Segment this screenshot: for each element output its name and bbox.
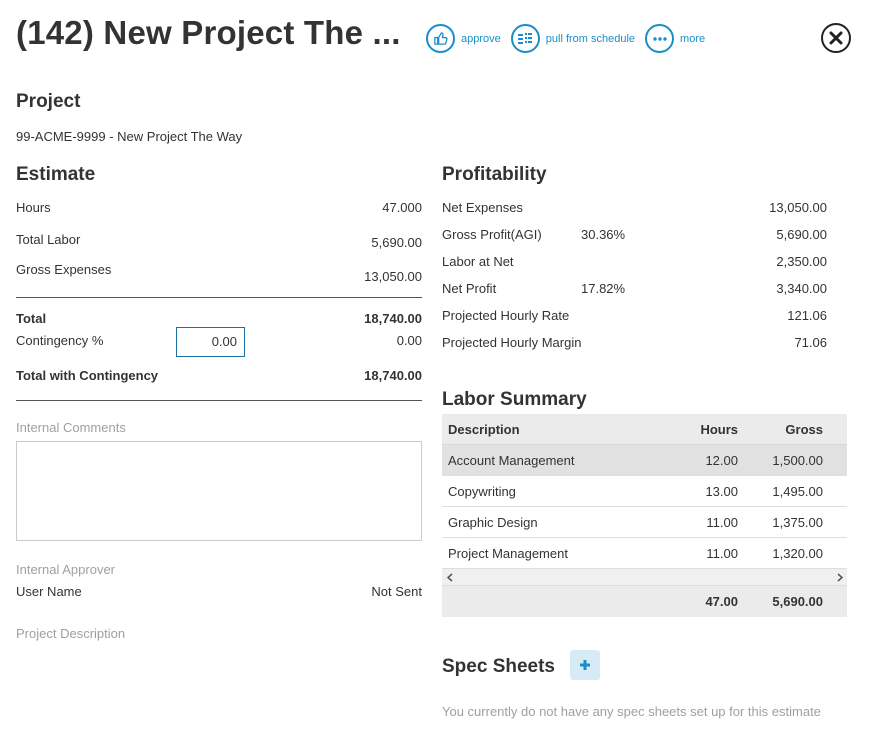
pull-from-schedule-label: pull from schedule (545, 32, 636, 45)
add-spec-sheet-button[interactable] (570, 650, 600, 680)
row-hours: 11.00 (706, 546, 738, 561)
scroll-right-icon[interactable] (836, 573, 844, 582)
total-labor-value[interactable]: 5,690.00 (371, 235, 422, 250)
row-hours: 13.00 (705, 484, 738, 499)
total-with-contingency-value: 18,740.00 (364, 368, 422, 383)
prof-value: 13,050.00 (769, 200, 827, 215)
total-with-contingency-label: Total with Contingency (16, 368, 159, 383)
row-hours: 11.00 (706, 515, 738, 530)
scroll-left-icon[interactable] (446, 573, 454, 582)
plus-icon (580, 660, 590, 670)
prof-label: Net Profit (442, 281, 497, 296)
approver-user-name: User Name (16, 584, 82, 599)
spec-sheets-heading: Spec Sheets (442, 656, 555, 677)
labor-summary-table: Description Hours Gross Account Manageme… (442, 414, 847, 617)
pull-from-schedule-button[interactable]: pull from schedule (510, 24, 636, 53)
table-footer: 47.00 5,690.00 (442, 586, 847, 617)
hours-label: Hours (16, 200, 51, 215)
approve-button[interactable]: approve (426, 24, 501, 53)
list-icon (510, 24, 540, 53)
contingency-label: Contingency % (16, 333, 104, 348)
row-gross: 1,495.00 (772, 484, 823, 499)
horizontal-scrollbar[interactable] (442, 569, 847, 586)
approve-label: approve (461, 32, 501, 45)
prof-value: 5,690.00 (776, 227, 827, 242)
gross-expenses-label: Gross Expenses (16, 262, 112, 277)
table-row[interactable]: Graphic Design 11.00 1,375.00 (442, 507, 847, 538)
row-description: Account Management (448, 453, 575, 468)
prof-value: 71.06 (794, 335, 827, 350)
project-heading: Project (16, 91, 81, 112)
total-labor-label: Total Labor (16, 232, 81, 247)
labor-summary-heading: Labor Summary (442, 389, 587, 410)
spec-sheets-empty-message: You currently do not have any spec sheet… (442, 704, 821, 719)
row-description: Project Management (448, 546, 568, 561)
profitability-heading: Profitability (442, 164, 547, 185)
table-row[interactable]: Copywriting 13.00 1,495.00 (442, 476, 847, 507)
contingency-value: 0.00 (396, 333, 422, 348)
estimate-bottom-divider (16, 400, 422, 401)
prof-label: Net Expenses (442, 200, 523, 215)
table-header: Description Hours Gross (442, 414, 847, 445)
prof-label: Gross Profit(AGI) (442, 227, 542, 242)
prof-label: Projected Hourly Margin (442, 335, 582, 350)
prof-value: 3,340.00 (776, 281, 827, 296)
prof-value: 121.06 (787, 308, 827, 323)
project-link[interactable]: 99-ACME-9999 - New Project The Way (16, 129, 243, 144)
estimate-heading: Estimate (16, 164, 96, 185)
prof-pct: 30.36% (581, 227, 626, 242)
total-hours: 47.00 (705, 594, 738, 609)
total-value: 18,740.00 (364, 311, 422, 326)
row-description: Graphic Design (448, 515, 538, 530)
estimate-divider (16, 297, 422, 298)
more-dots-icon (645, 24, 675, 53)
row-gross: 1,320.00 (772, 546, 823, 561)
table-row[interactable]: Project Management 11.00 1,320.00 (442, 538, 847, 569)
gross-expenses-value[interactable]: 13,050.00 (364, 269, 422, 284)
prof-pct: 17.82% (581, 281, 626, 296)
project-description-label: Project Description (16, 626, 126, 641)
total-gross: 5,690.00 (772, 594, 823, 609)
row-gross: 1,375.00 (772, 515, 823, 530)
internal-comments-label: Internal Comments (16, 420, 126, 435)
col-hours[interactable]: Hours (700, 422, 738, 437)
row-description: Copywriting (448, 484, 516, 499)
more-button[interactable]: more (645, 24, 705, 53)
close-button[interactable] (821, 23, 851, 53)
more-label: more (680, 32, 706, 45)
close-icon (829, 31, 843, 45)
internal-comments-textarea[interactable] (16, 441, 422, 541)
row-hours: 12.00 (705, 453, 738, 468)
thumbs-up-icon (426, 24, 455, 53)
prof-value: 2,350.00 (776, 254, 827, 269)
page-title: (142) New Project The ... (16, 14, 401, 51)
approver-status: Not Sent (371, 584, 422, 599)
prof-label: Labor at Net (442, 254, 514, 269)
row-gross: 1,500.00 (772, 453, 823, 468)
contingency-input[interactable]: 0.00 (176, 327, 245, 357)
col-gross[interactable]: Gross (785, 422, 823, 437)
col-description[interactable]: Description (448, 422, 520, 437)
prof-label: Projected Hourly Rate (442, 308, 570, 323)
internal-approver-label: Internal Approver (16, 562, 116, 577)
table-row[interactable]: Account Management 12.00 1,500.00 (442, 445, 847, 476)
action-bar: approve pull from schedule more (426, 24, 715, 53)
hours-value: 47.000 (382, 200, 422, 215)
total-label: Total (16, 311, 47, 326)
